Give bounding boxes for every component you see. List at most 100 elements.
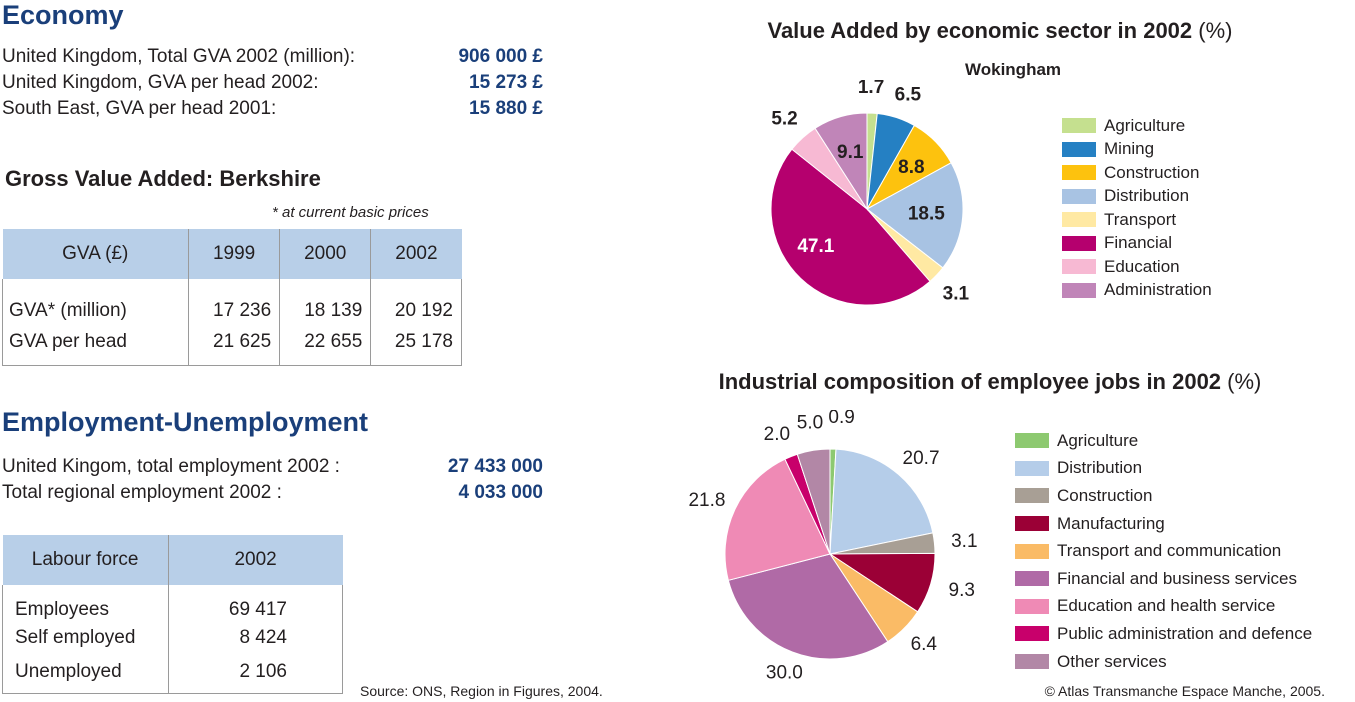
legend-item-construction: Construction bbox=[1062, 161, 1212, 185]
legend-swatch bbox=[1062, 188, 1096, 204]
chart1-title: Value Added by economic sector in 2002 (… bbox=[690, 18, 1310, 44]
legend-label: Construction bbox=[1104, 162, 1200, 182]
legend-label: Administration bbox=[1104, 280, 1212, 300]
table-header-row: GVA (£) 1999 2000 2002 bbox=[2, 229, 462, 279]
pie-label-agriculture: 1.7 bbox=[858, 80, 884, 98]
legend-label: Financial and business services bbox=[1057, 568, 1298, 588]
table-row: Self employed 8 424 bbox=[2, 621, 344, 655]
table-header: GVA (£) bbox=[2, 229, 189, 279]
pie-label-construction: 3.1 bbox=[951, 531, 977, 552]
legend-item-financial-and-business-services: Financial and business services bbox=[1015, 565, 1312, 593]
legend-label: Agriculture bbox=[1057, 430, 1139, 450]
table-header: 2000 bbox=[279, 229, 372, 279]
gva-note: * at current basic prices bbox=[272, 204, 429, 221]
legend-item-education-and-health-service: Education and health service bbox=[1015, 593, 1312, 621]
legend-label: Distribution bbox=[1104, 186, 1190, 206]
chart2-title-text: Industrial composition of employee jobs … bbox=[718, 369, 1222, 394]
pie-slice-financial bbox=[770, 148, 931, 306]
legend-label: Other services bbox=[1057, 651, 1167, 671]
legend-item-mining: Mining bbox=[1062, 138, 1212, 162]
table-row: GVA per head 21 625 22 655 25 178 bbox=[2, 325, 462, 366]
legend-item-other-services: Other services bbox=[1015, 648, 1312, 676]
legend-swatch bbox=[1062, 212, 1096, 228]
table-cell: 69 417 bbox=[168, 585, 344, 621]
gva-title: Gross Value Added: Berkshire bbox=[5, 166, 321, 191]
table-cell: 21 625 bbox=[188, 325, 281, 366]
legend-item-transport-and-communication: Transport and communication bbox=[1015, 537, 1312, 565]
pie-label-education: 5.2 bbox=[771, 108, 797, 129]
chart2-pie: 0.9 20.7 3.1 9.3 6.4 30.0 21.8 2.0 5.0 bbox=[688, 410, 977, 684]
chart2-title: Industrial composition of employee jobs … bbox=[670, 369, 1310, 395]
table-header: 2002 bbox=[370, 229, 462, 279]
legend-swatch bbox=[1062, 235, 1096, 251]
table-cell: 22 655 bbox=[279, 325, 372, 366]
table-header-row: Labour force 2002 bbox=[2, 535, 343, 585]
legend-item-agriculture: Agriculture bbox=[1015, 427, 1312, 455]
employment-row-label: Total regional employment 2002 : bbox=[2, 482, 282, 503]
legend-label: Construction bbox=[1057, 485, 1153, 505]
legend-label: Transport and communication bbox=[1057, 541, 1282, 561]
pie-label-public-administration-and-defence: 2.0 bbox=[764, 424, 790, 445]
legend-label: Education bbox=[1104, 256, 1180, 276]
legend-swatch bbox=[1015, 571, 1049, 587]
table-cell: Unemployed bbox=[2, 655, 169, 694]
legend-item-construction: Construction bbox=[1015, 482, 1312, 510]
legend-item-distribution: Distribution bbox=[1015, 455, 1312, 483]
pie-slice-other-services bbox=[796, 448, 831, 555]
table-cell: Employees bbox=[2, 585, 169, 621]
pie-label-transport-and-communication: 6.4 bbox=[911, 634, 938, 655]
table-cell: 20 192 bbox=[370, 279, 462, 325]
pie-label-administration: 9.1 bbox=[837, 142, 864, 163]
labour-table: Labour force 2002 Employees 69 417 Self … bbox=[2, 535, 344, 694]
chart1-title-text: Value Added by economic sector in 2002 bbox=[767, 18, 1193, 43]
table-row: Unemployed 2 106 bbox=[2, 655, 344, 694]
pie-slice-distribution bbox=[866, 162, 964, 269]
legend-swatch bbox=[1015, 460, 1049, 476]
legend-label: Transport bbox=[1104, 209, 1177, 229]
legend-item-distribution: Distribution bbox=[1062, 185, 1212, 209]
chart2-legend: Agriculture Distribution Construction Manuf… bbox=[1015, 427, 1312, 675]
legend-swatch bbox=[1015, 626, 1049, 642]
pie-slice-financial-and-business-services bbox=[727, 553, 889, 660]
legend-item-manufacturing: Manufacturing bbox=[1015, 510, 1312, 538]
employment-title: Employment-Unemployment bbox=[2, 407, 369, 437]
legend-item-financial: Financial bbox=[1062, 232, 1212, 256]
table-cell: 2 106 bbox=[168, 655, 344, 694]
legend-swatch bbox=[1062, 259, 1096, 275]
pie-label-financial-and-business-services: 30.0 bbox=[766, 663, 803, 684]
legend-swatch bbox=[1015, 598, 1049, 614]
pie-label-manufacturing: 9.3 bbox=[949, 580, 975, 601]
legend-item-public-administration-and-defence: Public administration and defence bbox=[1015, 620, 1312, 648]
pie-label-financial: 47.1 bbox=[797, 236, 834, 257]
economy-row-label: United Kingdom, GVA per head 2002: bbox=[2, 72, 319, 93]
pie-label-distribution: 18.5 bbox=[908, 204, 945, 225]
table-row: GVA* (million) 17 236 18 139 20 192 bbox=[2, 279, 462, 325]
legend-label: Mining bbox=[1104, 139, 1155, 159]
chart1-pie: 1.7 6.5 8.8 18.5 3.1 47.1 5.2 9.1 bbox=[770, 80, 969, 306]
pie-label-education-and-health-service: 21.8 bbox=[688, 490, 725, 511]
legend-item-education: Education bbox=[1062, 255, 1212, 279]
chart2-title-unit: (%) bbox=[1227, 369, 1262, 394]
legend-label: Education and health service bbox=[1057, 596, 1276, 616]
legend-swatch bbox=[1015, 543, 1049, 559]
pie-label-mining: 6.5 bbox=[895, 84, 922, 105]
copyright-note: © Atlas Transmanche Espace Manche, 2005. bbox=[1044, 683, 1325, 699]
table-cell: GVA* (million) bbox=[2, 279, 189, 325]
chart1-subtitle: Wokingham bbox=[965, 60, 1062, 79]
table-header: 1999 bbox=[188, 229, 281, 279]
pie-label-distribution: 20.7 bbox=[903, 448, 940, 469]
economy-title: Economy bbox=[2, 0, 124, 30]
table-cell: 25 178 bbox=[370, 325, 462, 366]
table-cell: Self employed bbox=[2, 621, 169, 655]
employment-row-value: 4 033 000 bbox=[458, 482, 543, 503]
legend-label: Agriculture bbox=[1104, 115, 1186, 135]
table-header: 2002 bbox=[168, 535, 343, 585]
table-cell: 8 424 bbox=[168, 621, 344, 655]
legend-item-agriculture: Agriculture bbox=[1062, 114, 1212, 138]
legend-label: Distribution bbox=[1057, 458, 1143, 478]
legend-swatch bbox=[1015, 488, 1049, 504]
pie-label-other-services: 5.0 bbox=[797, 413, 823, 434]
economy-row-value: 15 880 £ bbox=[469, 98, 543, 119]
economy-row-label: United Kingdom, Total GVA 2002 (million)… bbox=[2, 46, 356, 67]
table-cell: 18 139 bbox=[279, 279, 372, 325]
